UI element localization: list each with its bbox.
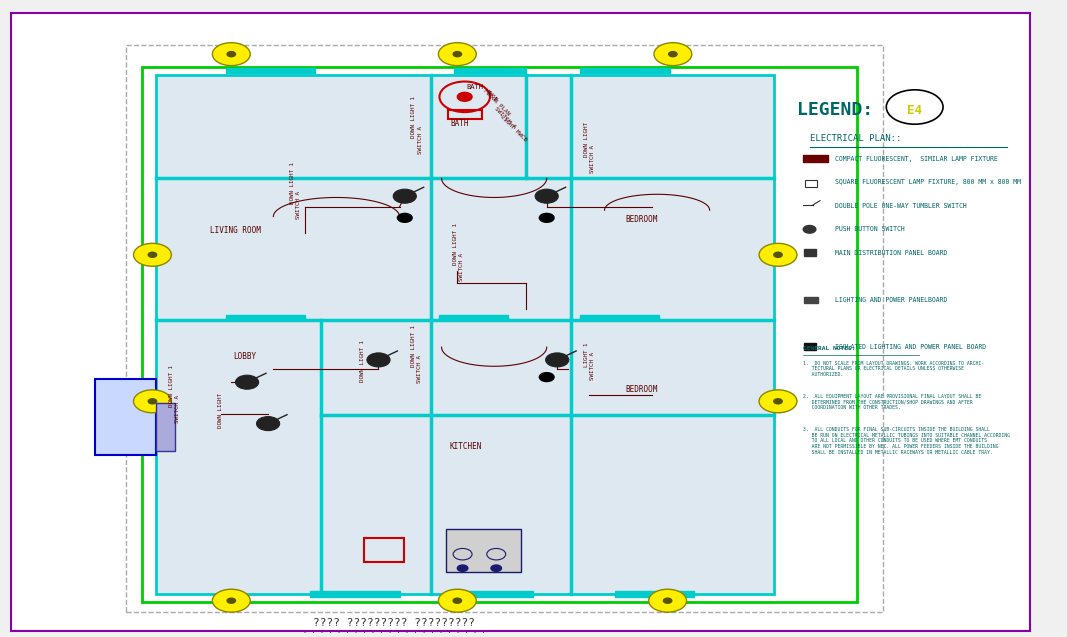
Bar bbox=[142, 67, 857, 602]
Circle shape bbox=[236, 375, 258, 389]
Text: SWITCH A: SWITCH A bbox=[418, 126, 423, 154]
Circle shape bbox=[654, 43, 691, 66]
Text: ???? ????????? ?????????: ???? ????????? ????????? bbox=[314, 618, 475, 628]
Text: SWITCH A: SWITCH A bbox=[590, 352, 595, 380]
Text: LIGHTING AND POWER PANELBOARD: LIGHTING AND POWER PANELBOARD bbox=[834, 297, 947, 303]
Text: 3.  ALL CONDUITS FOR FINAL SUB-CIRCUITS INSIDE THE BUILDING SHALL
   BE RUN ON E: 3. ALL CONDUITS FOR FINAL SUB-CIRCUITS I… bbox=[803, 427, 1010, 455]
Circle shape bbox=[545, 353, 569, 367]
Text: LEGEND:: LEGEND: bbox=[797, 101, 873, 118]
Circle shape bbox=[397, 213, 412, 222]
Bar bbox=[455, 68, 526, 73]
Text: SWITCH A: SWITCH A bbox=[175, 395, 180, 423]
Bar bbox=[156, 75, 774, 594]
Text: DOUBLE POLE ONE-WAY TUMBLER SWITCH: DOUBLE POLE ONE-WAY TUMBLER SWITCH bbox=[834, 203, 967, 209]
Circle shape bbox=[539, 213, 554, 222]
Bar bbox=[126, 45, 883, 612]
Text: COMPACT FLUORESCENT,  SIMILAR LAMP FIXTURE: COMPACT FLUORESCENT, SIMILAR LAMP FIXTUR… bbox=[834, 155, 998, 162]
Text: SWITCH A: SWITCH A bbox=[417, 355, 421, 383]
Text: DOWN LIGHT 1: DOWN LIGHT 1 bbox=[290, 162, 294, 204]
Text: LOBBY: LOBBY bbox=[234, 352, 256, 361]
Text: KITCHEN: KITCHEN bbox=[450, 442, 482, 451]
Circle shape bbox=[491, 565, 501, 571]
Bar bbox=[446, 529, 522, 572]
Bar bbox=[448, 110, 481, 119]
Circle shape bbox=[148, 252, 157, 257]
Circle shape bbox=[133, 390, 172, 413]
Circle shape bbox=[759, 390, 797, 413]
Text: . . . . . . . . . . . . . . . . . . . . . .: . . . . . . . . . . . . . . . . . . . . … bbox=[303, 627, 485, 634]
Circle shape bbox=[227, 598, 236, 603]
Text: BATH: BATH bbox=[450, 119, 468, 128]
Text: BATH: BATH bbox=[466, 84, 483, 90]
Text: DOWN LIGHT 1: DOWN LIGHT 1 bbox=[411, 326, 416, 368]
Circle shape bbox=[536, 189, 558, 203]
Circle shape bbox=[803, 225, 816, 233]
Text: SWITCH A: SWITCH A bbox=[493, 106, 516, 130]
Circle shape bbox=[774, 399, 782, 404]
Circle shape bbox=[458, 92, 472, 101]
Bar bbox=[805, 249, 816, 256]
Bar bbox=[226, 315, 305, 320]
Text: FLOOR PLAN: FLOOR PLAN bbox=[482, 89, 510, 117]
Circle shape bbox=[256, 417, 280, 431]
Text: BEDROOM: BEDROOM bbox=[625, 215, 658, 224]
Text: ISOLATED LIGHTING AND POWER PANEL BOARD: ISOLATED LIGHTING AND POWER PANEL BOARD bbox=[834, 344, 986, 350]
Circle shape bbox=[649, 589, 686, 612]
Bar bbox=[805, 343, 816, 350]
Bar bbox=[455, 591, 534, 597]
Text: MAIN DISTRIBUTION PANEL BOARD: MAIN DISTRIBUTION PANEL BOARD bbox=[834, 250, 947, 256]
Text: DOWN LIGHT 1: DOWN LIGHT 1 bbox=[411, 96, 416, 138]
Circle shape bbox=[148, 399, 157, 404]
Circle shape bbox=[453, 598, 462, 603]
Text: DOWN LIGHT 1: DOWN LIGHT 1 bbox=[361, 340, 365, 382]
Circle shape bbox=[212, 43, 251, 66]
Bar bbox=[580, 68, 670, 73]
Text: 2.  ALL EQUIPMENT LAYOUT ARE PROVISIONAL FINAL LAYOUT SHALL BE
   DETERMINED FRO: 2. ALL EQUIPMENT LAYOUT ARE PROVISIONAL … bbox=[803, 394, 982, 410]
Bar bbox=[95, 379, 156, 455]
Text: LIVING ROOM: LIVING ROOM bbox=[210, 225, 261, 234]
Text: LIGHT 1: LIGHT 1 bbox=[584, 343, 589, 368]
Circle shape bbox=[774, 252, 782, 257]
Circle shape bbox=[394, 189, 416, 203]
Text: LIGHT MWCB: LIGHT MWCB bbox=[499, 114, 527, 143]
Circle shape bbox=[458, 565, 467, 571]
Text: SWITCH A: SWITCH A bbox=[296, 191, 301, 219]
Text: PUSH BUTTON SWITCH: PUSH BUTTON SWITCH bbox=[834, 226, 905, 233]
Circle shape bbox=[439, 589, 476, 612]
Bar bbox=[803, 155, 828, 162]
Text: 1.  DO NOT SCALE FROM LAYOUT DRAWINGS. WORK ACCORDING TO ARCHI-
   TECTURAL PLAN: 1. DO NOT SCALE FROM LAYOUT DRAWINGS. WO… bbox=[803, 361, 985, 377]
Bar bbox=[364, 538, 403, 562]
Text: DOWN LIGHT: DOWN LIGHT bbox=[219, 393, 223, 428]
Circle shape bbox=[669, 52, 678, 57]
Circle shape bbox=[212, 589, 251, 612]
Text: DOWN LIGHT: DOWN LIGHT bbox=[584, 122, 589, 157]
Circle shape bbox=[227, 52, 236, 57]
Text: SQUARE FLUORESCENT LAMP FIXTURE, 800 MM x 800 MM: SQUARE FLUORESCENT LAMP FIXTURE, 800 MM … bbox=[834, 179, 1021, 185]
Text: ELECTRICAL PLAN::: ELECTRICAL PLAN:: bbox=[810, 134, 901, 143]
Bar bbox=[226, 68, 316, 73]
Circle shape bbox=[367, 353, 391, 367]
Bar bbox=[805, 297, 818, 303]
Circle shape bbox=[453, 52, 462, 57]
Text: GENERAL NOTES:: GENERAL NOTES: bbox=[803, 347, 856, 352]
Circle shape bbox=[759, 243, 797, 266]
Circle shape bbox=[133, 243, 172, 266]
Text: E4: E4 bbox=[907, 104, 922, 117]
Bar bbox=[615, 591, 694, 597]
Bar bbox=[806, 180, 817, 187]
Text: SWITCH A: SWITCH A bbox=[590, 145, 595, 173]
Text: MWCB: MWCB bbox=[485, 89, 498, 103]
Circle shape bbox=[664, 598, 672, 603]
Bar bbox=[310, 591, 399, 597]
Circle shape bbox=[539, 373, 554, 382]
Text: SWITCH A: SWITCH A bbox=[459, 254, 464, 282]
Text: DOWN LIGHT 1: DOWN LIGHT 1 bbox=[169, 366, 174, 408]
Bar bbox=[156, 403, 175, 451]
Text: BEDROOM: BEDROOM bbox=[625, 385, 658, 394]
Bar bbox=[440, 315, 508, 320]
Bar bbox=[580, 315, 659, 320]
Circle shape bbox=[439, 43, 476, 66]
Text: DOWN LIGHT 1: DOWN LIGHT 1 bbox=[452, 224, 458, 266]
